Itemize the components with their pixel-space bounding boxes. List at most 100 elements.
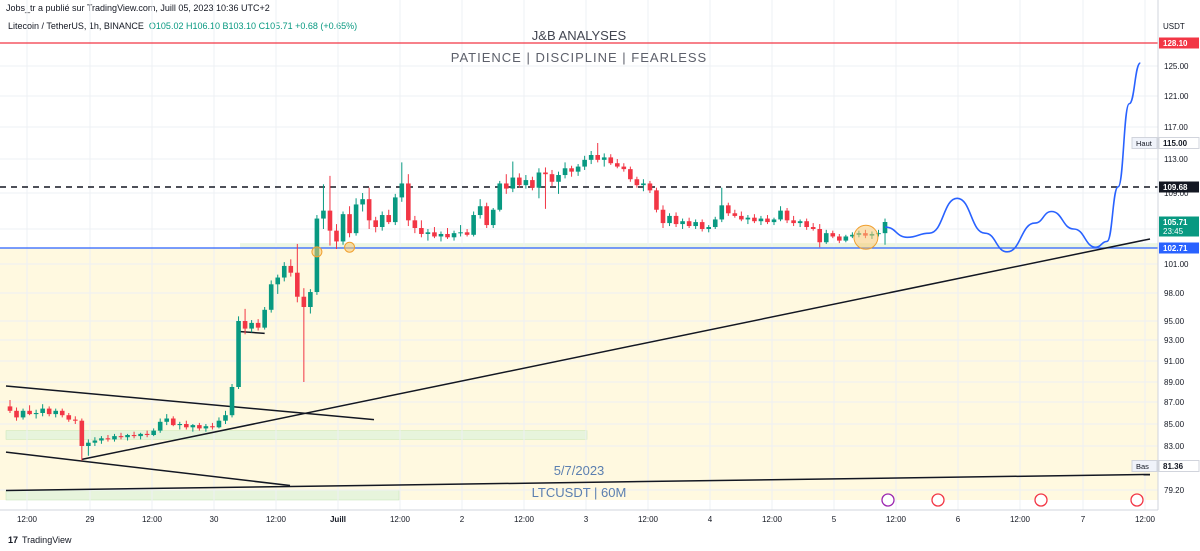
y-tick-label: 95.00 xyxy=(1164,317,1185,326)
candle-body xyxy=(503,183,509,189)
candle-2 xyxy=(20,408,26,420)
candle-body xyxy=(471,215,476,235)
candle-58 xyxy=(386,209,392,225)
ohlc-low: B103.10 xyxy=(222,21,257,31)
y-tick-label: 87.00 xyxy=(1164,398,1185,407)
price-label-text: 102.71 xyxy=(1163,244,1188,253)
candle-8 xyxy=(59,408,65,418)
candle-body xyxy=(301,296,307,307)
candle-body xyxy=(726,205,731,214)
candle-134 xyxy=(882,218,888,245)
candle-128 xyxy=(843,234,849,243)
candle-127 xyxy=(837,233,842,244)
candle-13 xyxy=(92,437,98,446)
candle-95 xyxy=(628,166,633,182)
candle-108 xyxy=(712,216,718,229)
x-tick-label: Juill xyxy=(330,515,346,524)
candle-67 xyxy=(445,228,450,239)
symbol-name[interactable]: Litecoin / TetherUS, 1h, BINANCE xyxy=(8,21,144,31)
y-tick-label: 101.00 xyxy=(1164,260,1189,269)
x-tick-label: 12:00 xyxy=(1010,515,1031,524)
candle-body xyxy=(184,424,189,428)
candle-body xyxy=(530,180,535,188)
candle-body xyxy=(719,205,725,220)
candle-body xyxy=(634,179,640,186)
banner-tagline: PATIENCE | DISCIPLINE | FEARLESS xyxy=(450,50,708,65)
candle-91 xyxy=(601,153,607,167)
candle-56 xyxy=(373,216,378,233)
price-label-text: 115.00 xyxy=(1163,139,1188,148)
candle-body xyxy=(582,159,587,167)
candle-body xyxy=(125,435,130,438)
candle-body xyxy=(614,163,620,167)
y-tick-label: 117.00 xyxy=(1164,123,1188,132)
candle-body xyxy=(641,183,646,186)
price-tag-bg xyxy=(1131,460,1158,472)
candle-59 xyxy=(392,193,398,226)
candle-body xyxy=(758,218,764,222)
currency-label: USDT xyxy=(1163,22,1185,31)
candle-69 xyxy=(458,225,463,237)
candles-group xyxy=(7,143,888,461)
candle-104 xyxy=(686,217,692,229)
x-tick-label: 12:00 xyxy=(514,515,535,524)
candle-body xyxy=(837,236,842,241)
candle-body xyxy=(236,321,241,387)
candle-body xyxy=(281,265,287,278)
x-tick-label: 12:00 xyxy=(1135,515,1156,524)
candle-body xyxy=(451,233,457,238)
candle-107 xyxy=(706,225,712,233)
candle-body xyxy=(425,232,431,234)
candle-body xyxy=(7,406,13,411)
candle-body xyxy=(288,265,294,273)
candle-64 xyxy=(425,229,431,241)
candle-122 xyxy=(804,218,809,230)
candle-45 xyxy=(301,288,307,382)
candle-4 xyxy=(33,409,39,419)
candle-body xyxy=(445,233,450,238)
candle-body xyxy=(490,209,496,226)
candle-86 xyxy=(569,165,574,177)
candle-body xyxy=(628,169,633,180)
candle-73 xyxy=(484,202,489,229)
banner-title: J&B ANALYSES xyxy=(531,28,627,43)
candle-body xyxy=(399,183,405,198)
candle-body xyxy=(249,322,254,329)
candle-52 xyxy=(347,206,352,238)
candle-body xyxy=(699,222,705,229)
candle-71 xyxy=(471,211,476,237)
candle-body xyxy=(784,210,790,221)
candle-body xyxy=(138,433,143,437)
x-tick-label: 12:00 xyxy=(886,515,907,524)
footer-brand: 17 TradingView xyxy=(8,535,72,545)
candle-body xyxy=(86,442,91,446)
candle-78 xyxy=(517,173,522,188)
candle-21 xyxy=(144,430,150,438)
candle-34 xyxy=(229,384,235,418)
x-tick-label: 2 xyxy=(460,515,465,524)
annotation-date: 5/7/2023 xyxy=(553,463,605,478)
candle-body xyxy=(210,426,215,428)
candle-39 xyxy=(262,307,267,330)
candle-75 xyxy=(497,180,503,212)
candle-65 xyxy=(432,227,437,239)
candle-body xyxy=(850,234,855,237)
candle-62 xyxy=(412,215,418,234)
highlight-marker-1 xyxy=(344,241,356,253)
candle-102 xyxy=(673,212,679,228)
candle-body xyxy=(797,221,803,224)
candle-54 xyxy=(360,192,365,212)
y-tick-label: 85.00 xyxy=(1164,420,1185,429)
ohlc-open: O105.02 xyxy=(148,21,184,31)
candle-115 xyxy=(758,215,764,226)
candle-body xyxy=(817,229,823,243)
candle-body xyxy=(536,172,542,188)
candle-23 xyxy=(157,418,163,433)
annotation-pair: LTCUSDT | 60M xyxy=(531,485,627,500)
candle-body xyxy=(575,166,581,172)
candle-98 xyxy=(647,180,653,193)
candle-body xyxy=(562,168,568,176)
candle-40 xyxy=(268,280,274,313)
candle-body xyxy=(118,436,124,438)
